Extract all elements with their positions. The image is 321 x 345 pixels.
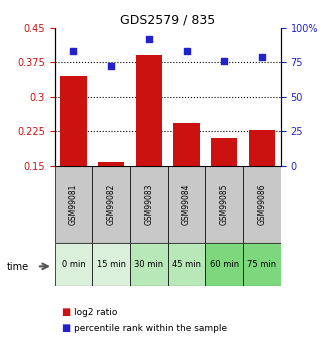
Bar — [168, 243, 205, 286]
Text: GSM99084: GSM99084 — [182, 184, 191, 225]
Title: GDS2579 / 835: GDS2579 / 835 — [120, 13, 215, 27]
Bar — [55, 166, 92, 243]
Bar — [205, 166, 243, 243]
Text: 75 min: 75 min — [247, 260, 277, 269]
Text: time: time — [6, 263, 29, 272]
Bar — [243, 243, 281, 286]
Text: 45 min: 45 min — [172, 260, 201, 269]
Text: ■: ■ — [61, 324, 70, 333]
Point — [71, 48, 76, 54]
Bar — [130, 243, 168, 286]
Bar — [60, 76, 87, 166]
Text: GSM99083: GSM99083 — [144, 184, 153, 225]
Bar — [243, 166, 281, 243]
Bar — [98, 162, 124, 166]
Text: GSM99081: GSM99081 — [69, 184, 78, 225]
Bar — [168, 166, 205, 243]
Point — [146, 36, 152, 41]
Text: percentile rank within the sample: percentile rank within the sample — [74, 324, 227, 333]
Bar — [249, 130, 275, 166]
Text: 60 min: 60 min — [210, 260, 239, 269]
Bar — [211, 138, 238, 166]
Text: GSM99086: GSM99086 — [257, 184, 266, 225]
Text: log2 ratio: log2 ratio — [74, 308, 117, 317]
Text: 0 min: 0 min — [62, 260, 85, 269]
Bar — [92, 243, 130, 286]
Text: ■: ■ — [61, 307, 70, 317]
Bar — [92, 166, 130, 243]
Bar — [205, 243, 243, 286]
Point — [259, 54, 265, 59]
Bar — [55, 243, 92, 286]
Text: GSM99085: GSM99085 — [220, 184, 229, 225]
Text: GSM99082: GSM99082 — [107, 184, 116, 225]
Point — [184, 48, 189, 54]
Bar — [130, 166, 168, 243]
Point — [222, 58, 227, 63]
Point — [108, 63, 114, 69]
Text: 30 min: 30 min — [134, 260, 163, 269]
Bar — [173, 123, 200, 166]
Text: 15 min: 15 min — [97, 260, 126, 269]
Bar — [136, 55, 162, 166]
